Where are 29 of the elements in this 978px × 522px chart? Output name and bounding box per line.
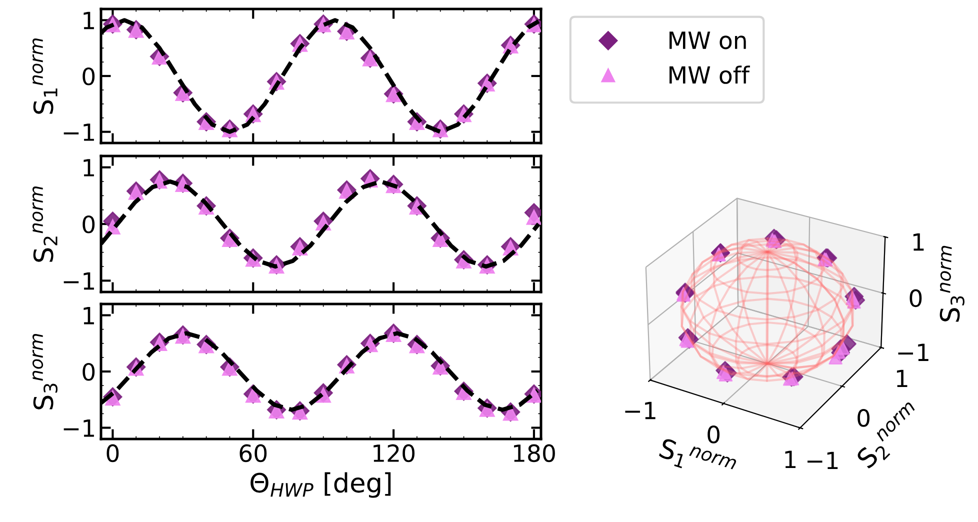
text: 1 (913, 233, 924, 251)
y-tick-label: 1 (84, 159, 94, 176)
x-tick-label: 120 (374, 444, 415, 462)
legend-label: MW off (670, 66, 750, 84)
y-tick-label: −1 (64, 272, 94, 290)
text: −1 (807, 452, 838, 470)
legend-label: MW on (670, 32, 746, 50)
y-tick-label: −1 (64, 124, 94, 141)
text: 0 (910, 289, 922, 308)
y-axis-title: S$_{1}$$^{norm}$ (32, 38, 58, 114)
x-axis-title: Θ$_{HWP}$ [deg] (250, 472, 391, 498)
x-tick-label: 0 (106, 444, 119, 462)
text: 0 (708, 426, 720, 444)
y-tick-label: 1 (84, 307, 94, 324)
y-tick-label: 0 (82, 67, 95, 86)
y-tick-label: −1 (64, 420, 94, 437)
x-tick-label: 180 (514, 444, 555, 462)
y-tick-label: 0 (82, 215, 95, 234)
text: −1 (625, 402, 656, 420)
text: 0 (858, 409, 870, 427)
text: −1 (898, 344, 928, 361)
text: 1 (896, 370, 908, 388)
y-axis-title: S$_{2}$$^{norm}$ (32, 186, 58, 262)
y-tick-label: 0 (82, 362, 95, 381)
text: 1 (785, 450, 796, 468)
y-axis-title: S$_{3}$$^{norm}$ (32, 334, 58, 410)
y-tick-label: 1 (84, 12, 94, 30)
text: S$_{3}$$^{norm}$ (938, 246, 967, 322)
x-tick-label: 60 (240, 444, 267, 462)
